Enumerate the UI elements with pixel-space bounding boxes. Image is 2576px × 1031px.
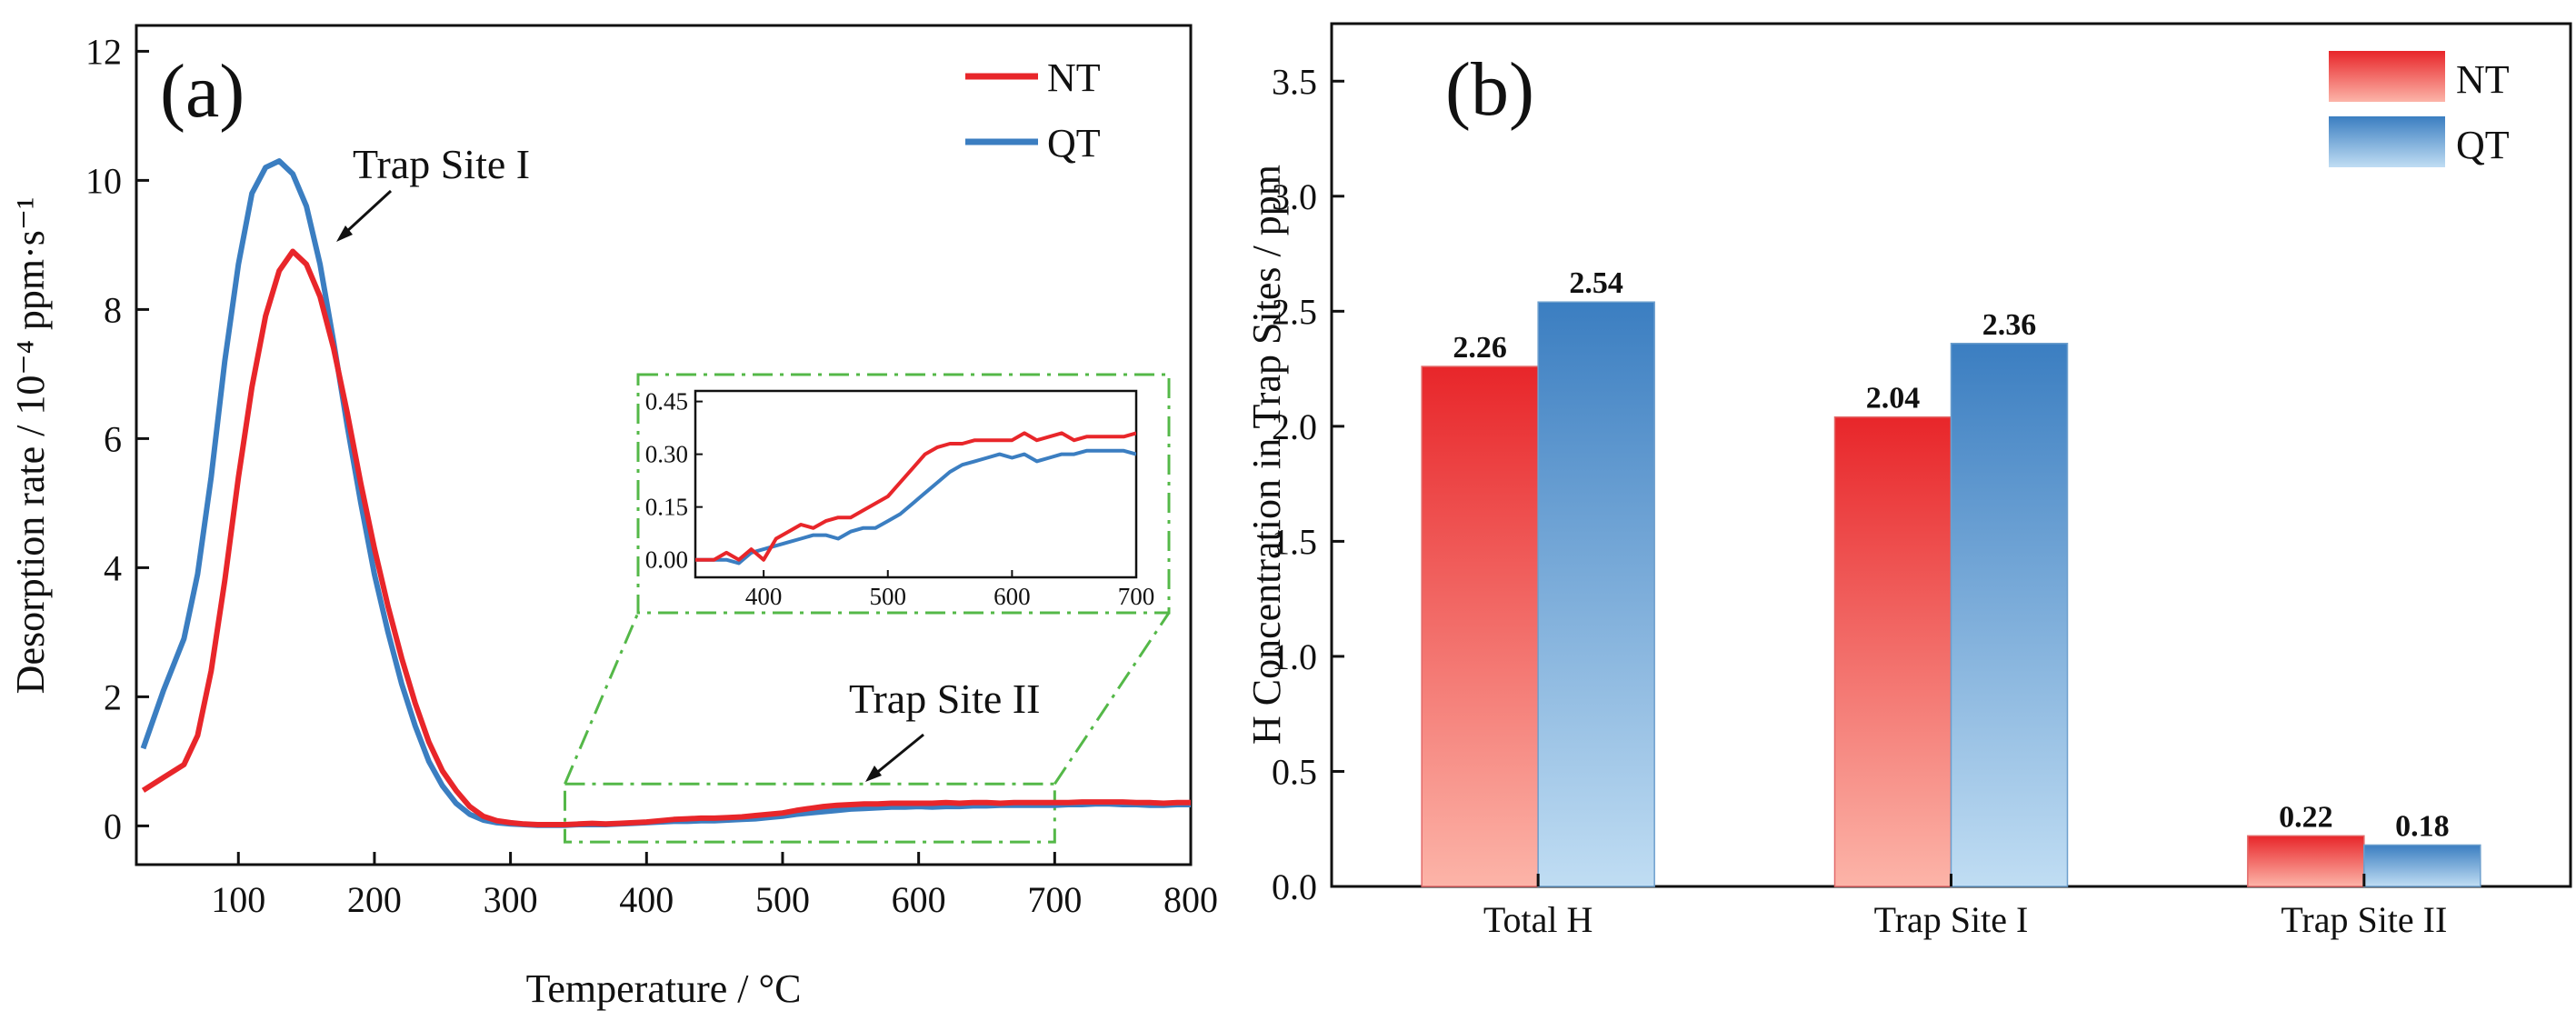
inset-x-tick-label: 600 — [993, 583, 1031, 610]
zoom-inset-box — [636, 373, 1171, 615]
bar-qt-trap-site-ii — [2363, 844, 2481, 887]
y-tick-label: 10 — [85, 160, 122, 201]
y-tick-label: 1.5 — [1272, 521, 1317, 562]
value-label-nt-total-h: 2.26 — [1453, 331, 1507, 365]
arrow-icon — [336, 189, 393, 242]
inset-x-tick-label: 500 — [870, 583, 907, 610]
value-label-nt-trap-site-ii: 0.22 — [2279, 800, 2333, 834]
y-tick-label: 3.0 — [1272, 176, 1317, 217]
x-tick-label: 300 — [484, 879, 538, 920]
panel-a-plot-frame — [135, 24, 1193, 866]
annotation-trap-site-1: Trap Site I — [353, 141, 530, 187]
value-label-qt-total-h: 2.54 — [1569, 266, 1623, 300]
zoom-indicator — [563, 373, 1171, 844]
inset-series-line-nt — [695, 431, 1136, 562]
panel-a-y-ticks: 0 2 4 6 8 10 12 — [85, 31, 149, 846]
legend-nt-label: NT — [2456, 57, 2510, 102]
panel-b-label: (b) — [1445, 47, 1534, 132]
x-tick-label: 800 — [1163, 879, 1218, 920]
panel-a-line-chart: 100 200 300 400 500 600 700 800 0 2 4 6 8 10 12 (a) N… — [8, 24, 1218, 1011]
panel-a-x-axis-title: Temperature / °C — [526, 966, 802, 1011]
inset-y-tick-label: 0.45 — [645, 388, 688, 415]
panel-a-legend: NT QT — [965, 55, 1101, 165]
y-tick-label: 1.0 — [1272, 636, 1317, 677]
series-line-nt — [141, 248, 1191, 827]
annotation-trap-site-2: Trap Site II — [849, 676, 1040, 722]
bar-nt-trap-site-ii — [2247, 835, 2365, 887]
zoom-connector-left — [564, 612, 640, 785]
panel-b-legend: NT QT — [2329, 51, 2510, 167]
bar-qt-total-h — [1537, 301, 1655, 887]
panel-b-y-axis-title: H Concentration in Trap Sites / ppm — [1244, 165, 1289, 745]
panel-a-series — [140, 158, 1191, 828]
inset-zoom-chart: 400 500 600 700 0.00 0.15 0.30 0.45 — [645, 388, 1155, 610]
x-tick-label: 100 — [211, 879, 265, 920]
inset-x-tick-label: 400 — [745, 583, 783, 610]
zoom-source-box — [563, 782, 1056, 844]
y-tick-label: 2.5 — [1272, 291, 1317, 332]
inset-y-tick-label: 0.30 — [645, 441, 688, 468]
legend-nt-label: NT — [1047, 55, 1101, 100]
category-label: Trap Site I — [1874, 899, 2029, 940]
y-tick-label: 0.5 — [1272, 751, 1317, 792]
y-tick-label: 2.0 — [1272, 406, 1317, 447]
legend-qt-label: QT — [2456, 123, 2510, 167]
bar-qt-trap-site-i — [1950, 343, 2069, 887]
y-tick-label: 2 — [104, 676, 122, 717]
bar-nt-total-h — [1421, 365, 1539, 887]
panel-b-bars: 2.26 2.54 2.04 2.36 0.22 0.18 — [1421, 266, 2481, 887]
x-tick-label: 600 — [892, 879, 946, 920]
bar-nt-trap-site-i — [1833, 415, 1952, 887]
panel-a-x-ticks: 100 200 300 400 500 600 700 800 — [211, 852, 1218, 920]
y-tick-label: 8 — [104, 289, 122, 330]
inset-y-tick-label: 0.15 — [645, 494, 688, 521]
inset-series-line-qt — [695, 448, 1136, 566]
value-label-qt-trap-site-ii: 0.18 — [2395, 809, 2450, 843]
panel-b-category-ticks: Total H Trap Site I Trap Site II — [1483, 874, 2447, 940]
zoom-connector-right — [1053, 612, 1171, 786]
x-tick-label: 200 — [347, 879, 402, 920]
inset-ticks: 400 500 600 700 0.00 0.15 0.30 0.45 — [645, 388, 1155, 610]
panel-a-y-axis-title: Desorption rate / 10⁻⁴ ppm·s⁻¹ — [8, 197, 53, 695]
x-tick-label: 400 — [619, 879, 674, 920]
legend-qt-label: QT — [1047, 121, 1101, 165]
inset-y-tick-label: 0.00 — [645, 546, 688, 574]
legend-qt-swatch — [2329, 116, 2445, 167]
y-tick-label: 0 — [104, 806, 122, 846]
inset-series — [695, 431, 1136, 566]
y-tick-label: 0.0 — [1272, 866, 1317, 907]
legend-nt-swatch — [2329, 51, 2445, 102]
panel-b-y-ticks: 0.0 0.5 1.0 1.5 2.0 2.5 3.0 3.5 — [1272, 61, 1344, 907]
panel-b-bar-chart: 0.0 0.5 1.0 1.5 2.0 2.5 3.0 3.5 2.26 2.54 2.04 2.3… — [1244, 22, 2572, 940]
value-label-qt-trap-site-i: 2.36 — [1982, 308, 2037, 342]
inset-x-tick-label: 700 — [1118, 583, 1155, 610]
y-tick-label: 3.5 — [1272, 61, 1317, 102]
value-label-nt-trap-site-i: 2.04 — [1866, 382, 1921, 415]
x-tick-label: 500 — [755, 879, 810, 920]
category-label: Total H — [1483, 899, 1593, 940]
panel-a-label: (a) — [160, 49, 245, 134]
y-tick-label: 6 — [104, 418, 122, 459]
x-tick-label: 700 — [1027, 879, 1082, 920]
y-tick-label: 4 — [104, 547, 122, 588]
category-label: Trap Site II — [2281, 899, 2447, 940]
y-tick-label: 12 — [85, 31, 122, 72]
arrow-icon — [865, 733, 924, 782]
